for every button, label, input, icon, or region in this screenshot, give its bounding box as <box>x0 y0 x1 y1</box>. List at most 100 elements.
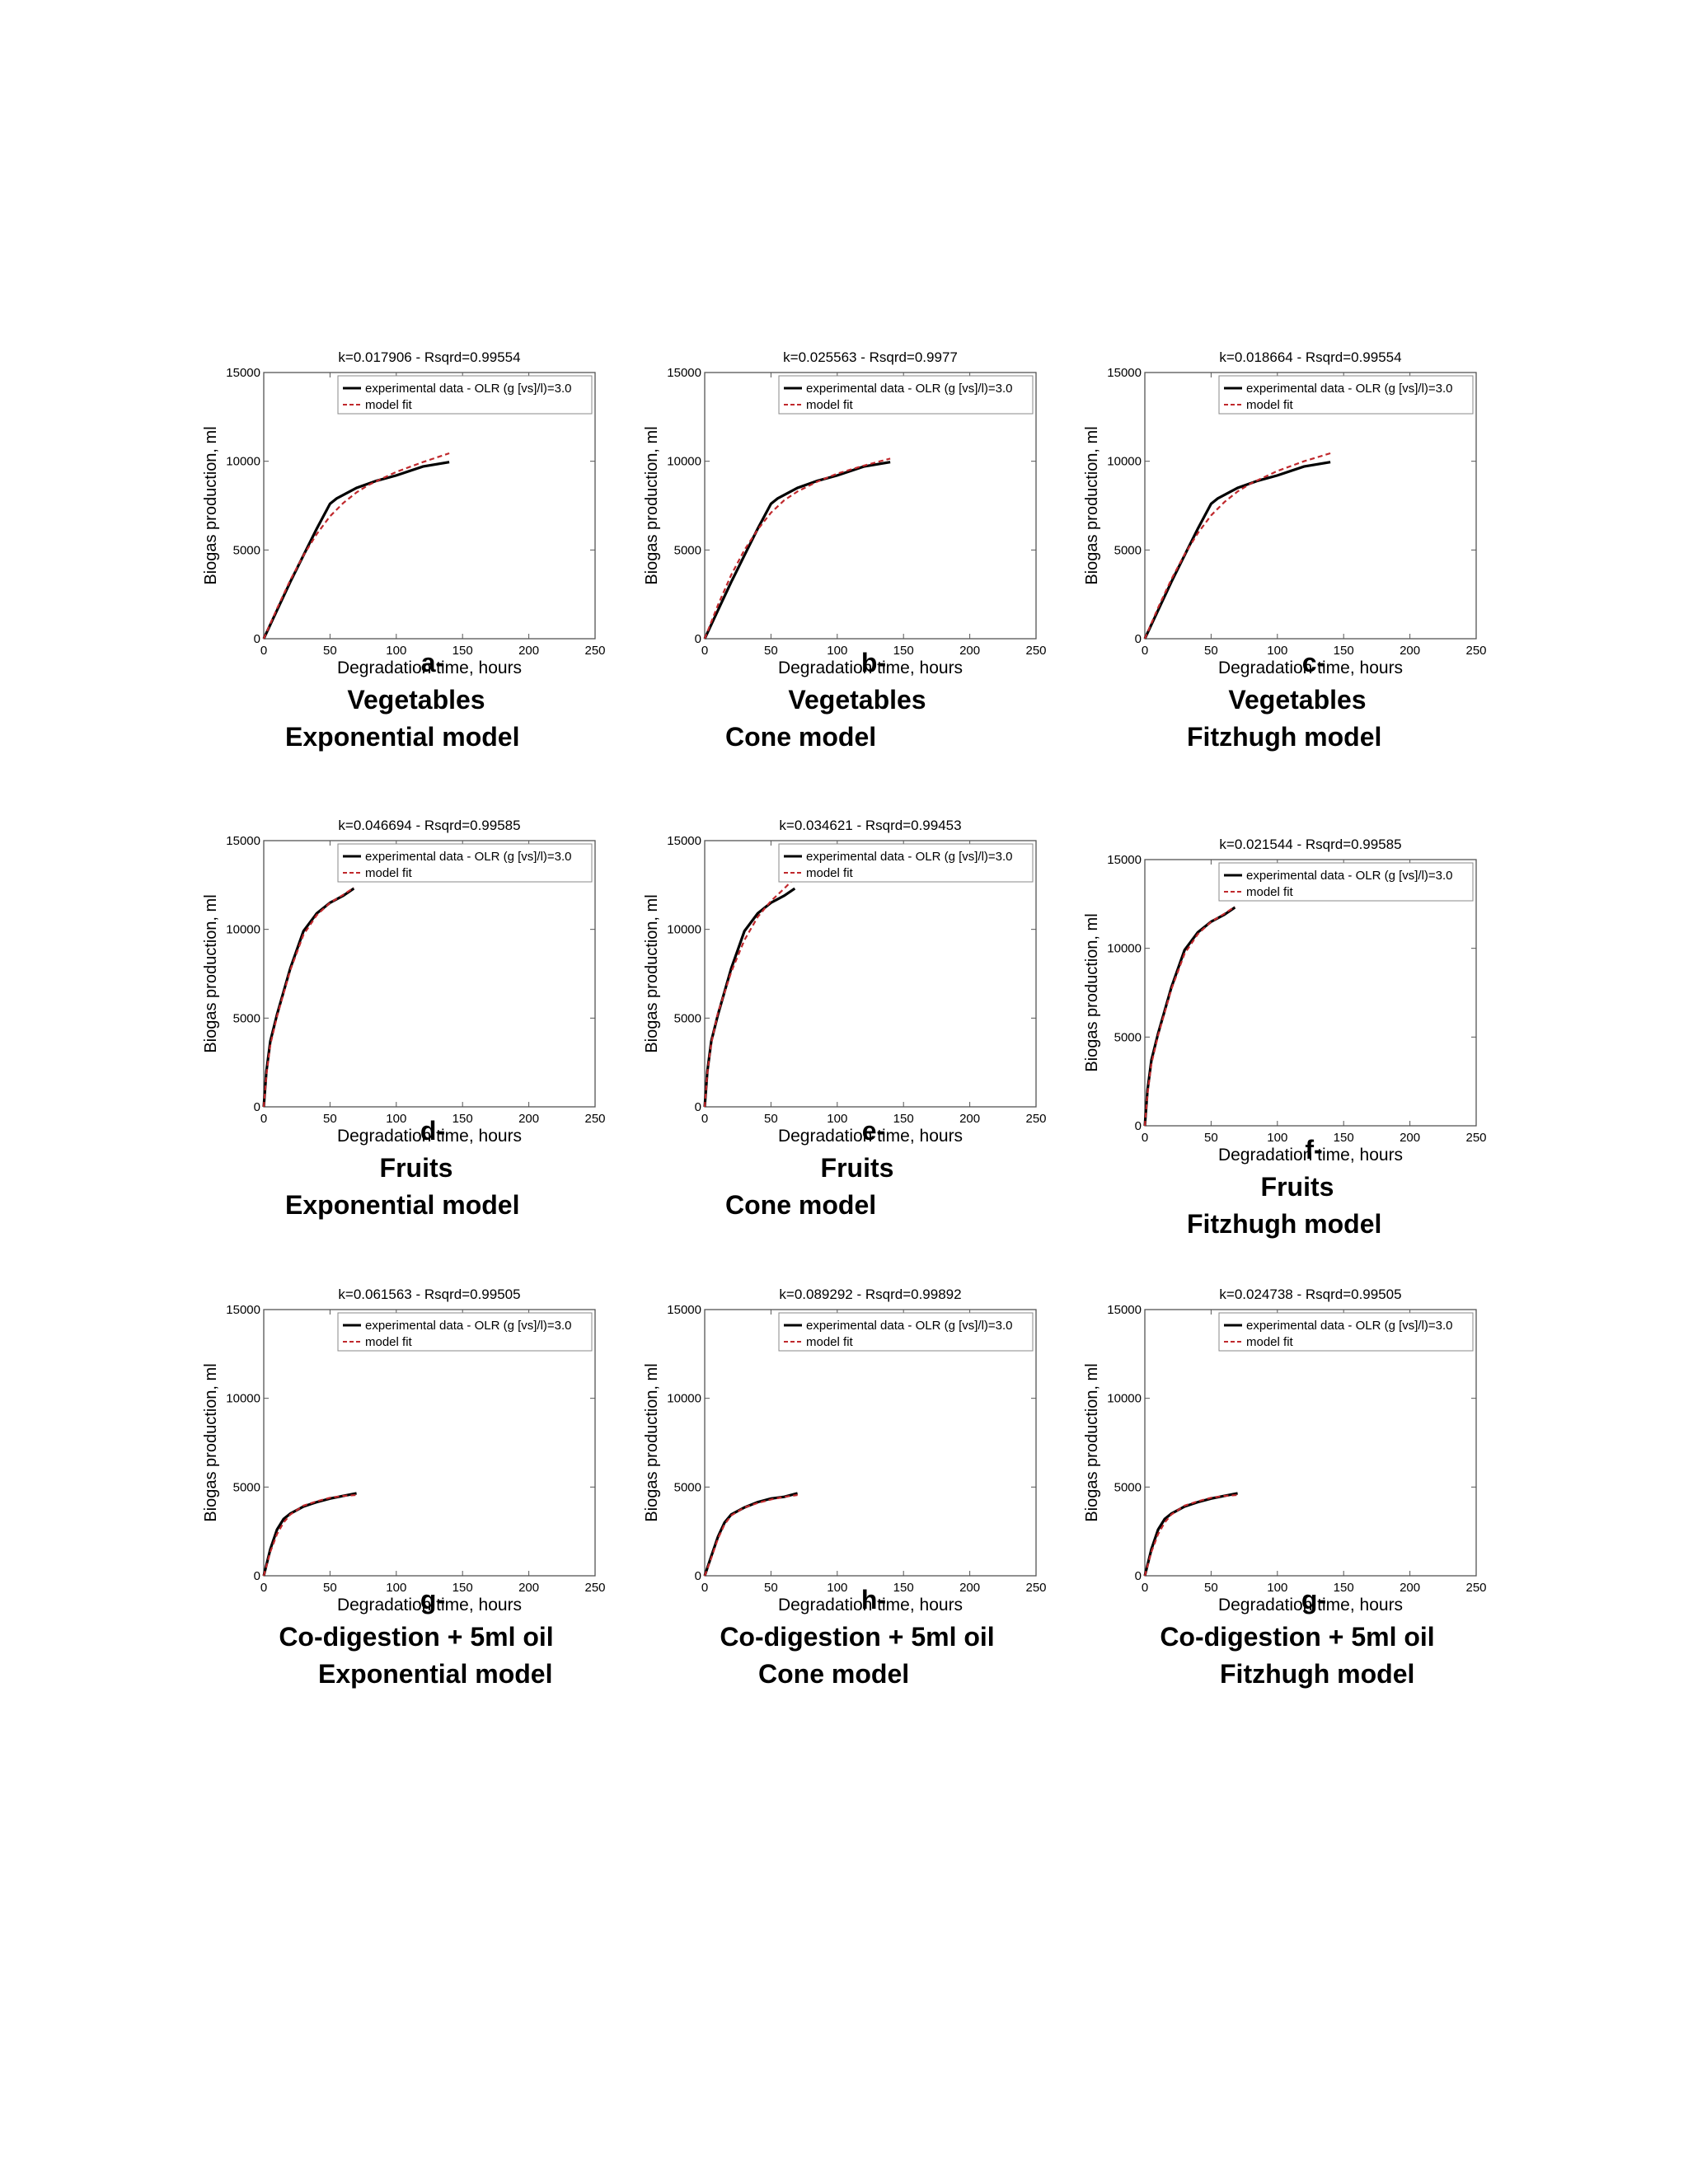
panel-substrate: Co-digestion + 5ml oil <box>279 1622 553 1652</box>
y-tick-label: 10000 <box>226 455 260 469</box>
x-tick-label: 250 <box>584 1112 605 1126</box>
chart-panel: 0 50 100 150 200 250 0 5000 10000 15000 k=0.025563… <box>643 349 1047 752</box>
x-tick-label: 0 <box>1142 644 1148 658</box>
x-tick-label: 200 <box>518 1112 539 1126</box>
legend-box <box>778 843 1034 883</box>
panel-letter: d- <box>420 1116 445 1146</box>
panel-letter: f- <box>1305 1135 1322 1165</box>
y-tick-label: 15000 <box>1107 366 1142 380</box>
y-tick-label: 10000 <box>667 455 701 469</box>
chart-title: k=0.046694 - Rsqrd=0.99585 <box>338 818 520 833</box>
x-tick-label: 50 <box>764 1112 778 1126</box>
series-line-model-fit <box>1143 452 1331 640</box>
chart-panel: 0 50 100 150 200 250 0 5000 10000 15000 k=0.017906… <box>202 349 606 752</box>
x-tick-label: 150 <box>452 1112 473 1126</box>
x-tick-label: 250 <box>1025 1581 1046 1595</box>
chart-title: k=0.017906 - Rsqrd=0.99554 <box>338 349 520 365</box>
x-tick-label: 0 <box>1142 1131 1148 1145</box>
y-axis-label: Biogas production, ml <box>202 894 220 1052</box>
series-line-model-fit <box>262 1493 357 1577</box>
chart-title: k=0.089292 - Rsqrd=0.99892 <box>779 1286 961 1302</box>
x-tick-label: 0 <box>260 644 267 658</box>
legend-entry: model fit <box>365 398 413 412</box>
legend-entry: model fit <box>806 398 854 412</box>
legend-box <box>337 1312 593 1352</box>
chart-title: k=0.024738 - Rsqrd=0.99505 <box>1219 1286 1401 1302</box>
series-line-model-fit <box>703 1493 798 1577</box>
legend-box <box>1218 1312 1474 1352</box>
series-line-experimental <box>703 461 891 640</box>
axes-box <box>263 1309 596 1577</box>
y-axis-label: Biogas production, ml <box>202 1363 220 1521</box>
series-line-experimental <box>262 461 450 640</box>
y-tick-label: 15000 <box>226 366 260 380</box>
x-tick-label: 200 <box>959 1581 980 1595</box>
y-tick-label: 0 <box>254 1569 260 1583</box>
y-axis-label: Biogas production, ml <box>1083 426 1101 584</box>
x-tick-label: 100 <box>386 644 406 658</box>
y-tick-label: 5000 <box>233 1011 260 1025</box>
chart-panel: 0 50 100 150 200 250 0 5000 10000 15000 k=0.089292… <box>643 1286 1047 1689</box>
axes-box <box>704 372 1037 640</box>
y-tick-label: 0 <box>254 1100 260 1114</box>
chart-panel: 0 50 100 150 200 250 0 5000 10000 15000 k=0.034621… <box>643 818 1047 1220</box>
panel-substrate: Vegetables <box>347 685 485 715</box>
panel-substrate: Vegetables <box>788 685 926 715</box>
panel-substrate: Co-digestion + 5ml oil <box>1160 1622 1434 1652</box>
x-tick-label: 150 <box>1334 1131 1354 1145</box>
y-tick-label: 0 <box>695 1100 701 1114</box>
legend-entry: model fit <box>1246 1335 1294 1349</box>
panel-substrate: Fruits <box>380 1153 453 1183</box>
x-tick-label: 150 <box>893 644 914 658</box>
axes-box <box>1144 372 1477 640</box>
legend-entry: model fit <box>806 1335 854 1349</box>
x-tick-label: 50 <box>1204 1131 1218 1145</box>
x-tick-label: 250 <box>1465 644 1486 658</box>
x-axis-label: Degradation time, hours <box>778 658 963 677</box>
x-tick-label: 200 <box>1400 1581 1420 1595</box>
x-tick-label: 150 <box>452 1581 473 1595</box>
series-line-experimental <box>1143 461 1331 640</box>
axes-box <box>1144 1309 1477 1577</box>
y-tick-label: 0 <box>1135 1569 1142 1583</box>
legend-entry: experimental data - OLR (g [vs]/l)=3.0 <box>806 1319 1013 1333</box>
x-tick-label: 0 <box>1142 1581 1148 1595</box>
legend-box <box>337 843 593 883</box>
x-tick-label: 250 <box>1025 1112 1046 1126</box>
panel-substrate: Co-digestion + 5ml oil <box>720 1622 994 1652</box>
x-tick-label: 200 <box>959 644 980 658</box>
x-tick-label: 250 <box>1465 1581 1486 1595</box>
legend-box <box>778 1312 1034 1352</box>
legend-box <box>1218 375 1474 415</box>
x-tick-label: 250 <box>584 644 605 658</box>
legend-entry: model fit <box>806 866 854 880</box>
y-tick-label: 5000 <box>233 543 260 557</box>
x-tick-label: 200 <box>1400 1131 1420 1145</box>
x-axis-label: Degradation time, hours <box>778 1127 963 1146</box>
chart-title: k=0.021544 - Rsqrd=0.99585 <box>1219 837 1401 852</box>
panel-model-name: Cone model <box>725 722 876 752</box>
y-tick-label: 5000 <box>674 543 701 557</box>
legend-entry: experimental data - OLR (g [vs]/l)=3.0 <box>365 382 572 396</box>
legend-entry: experimental data - OLR (g [vs]/l)=3.0 <box>1246 1319 1453 1333</box>
panel-model-name: Exponential model <box>285 722 519 752</box>
x-axis-label: Degradation time, hours <box>778 1596 963 1615</box>
panel-letter: a- <box>421 648 444 677</box>
panel-model-name: Fitzhugh model <box>1187 722 1381 752</box>
y-tick-label: 10000 <box>667 1392 701 1406</box>
y-tick-label: 15000 <box>667 1303 701 1317</box>
series-line-model-fit <box>262 452 450 640</box>
axes-box <box>263 840 596 1108</box>
y-tick-label: 10000 <box>667 923 701 937</box>
x-tick-label: 100 <box>1267 1581 1287 1595</box>
panel-letter: e- <box>862 1116 885 1146</box>
chart-panel: 0 50 100 150 200 250 0 5000 10000 15000 k=0.024738… <box>1083 1286 1487 1689</box>
x-tick-label: 0 <box>701 1112 708 1126</box>
y-tick-label: 5000 <box>1114 1480 1142 1494</box>
chart-title: k=0.034621 - Rsqrd=0.99453 <box>779 818 961 833</box>
chart-title: k=0.025563 - Rsqrd=0.9977 <box>783 349 958 365</box>
panel-substrate: Fruits <box>1261 1172 1334 1202</box>
x-tick-label: 200 <box>959 1112 980 1126</box>
panel-model-name: Cone model <box>725 1190 876 1220</box>
